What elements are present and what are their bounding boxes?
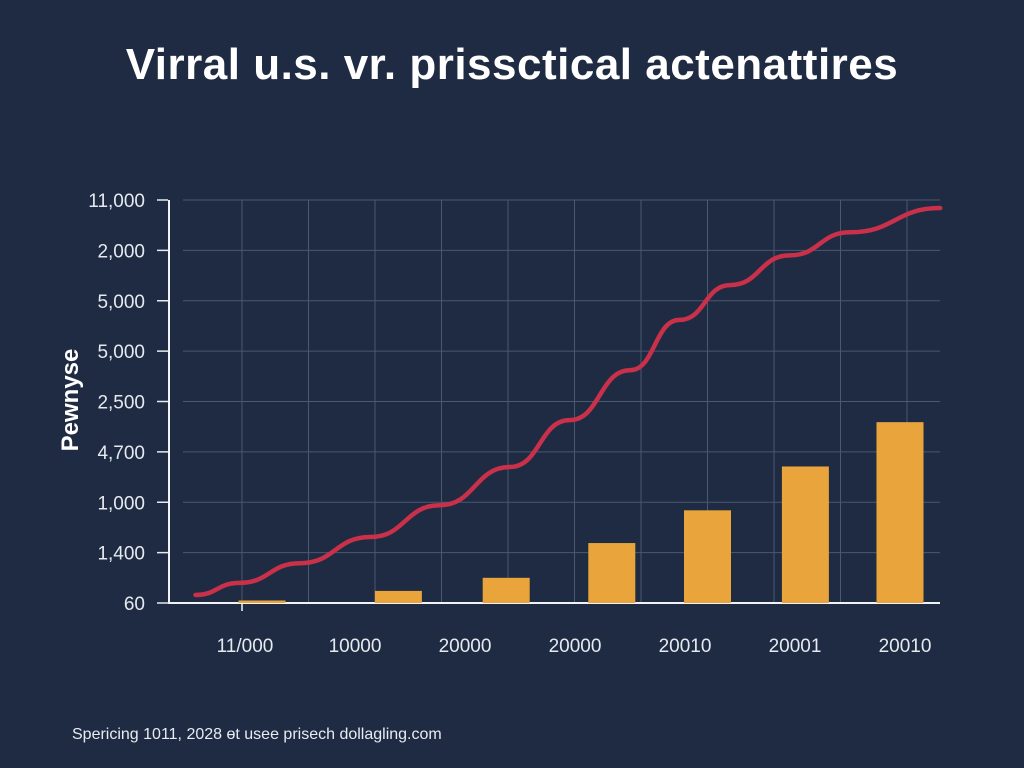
bar — [374, 590, 422, 603]
bar — [588, 543, 636, 603]
y-axis-label: Pewnyse — [57, 349, 84, 452]
x-tick-label: 20001 — [769, 636, 822, 657]
y-tick-label: 4,700 — [97, 443, 145, 464]
y-tick-label: 2,500 — [97, 393, 145, 414]
x-tick-label: 20000 — [439, 636, 492, 657]
bar — [482, 577, 530, 603]
x-tick-label: 20010 — [659, 636, 712, 657]
y-tick-label: 11,000 — [88, 191, 145, 212]
x-tick-label: 20000 — [549, 636, 602, 657]
series-line — [193, 205, 943, 598]
x-tick-label: 10000 — [329, 636, 382, 657]
y-tick-label: 60 — [124, 594, 145, 615]
bar — [684, 510, 731, 603]
bar — [781, 466, 829, 603]
y-tick-label: 2,000 — [97, 241, 145, 262]
bar — [238, 600, 286, 603]
chart-footer: Spericing 1011, 2028 ɵt usee prisech dol… — [72, 726, 442, 743]
x-tick-label: 20010 — [879, 636, 932, 657]
y-tick-label: 1,000 — [97, 493, 145, 514]
y-tick-label: 1,400 — [97, 544, 145, 565]
bar — [876, 422, 924, 603]
chart-title: Virral u.s. vr. prissctical actenattires — [125, 40, 899, 89]
y-tick-label: 5,000 — [97, 342, 145, 363]
y-tick-label: 5,000 — [97, 292, 145, 313]
x-tick-label: 11/000 — [217, 636, 274, 657]
